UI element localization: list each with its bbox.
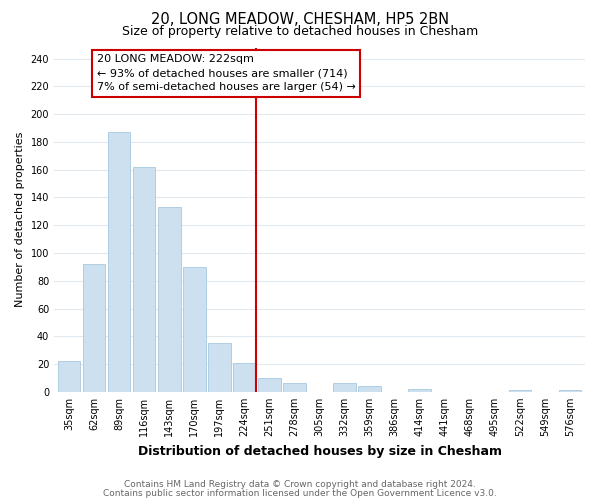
- X-axis label: Distribution of detached houses by size in Chesham: Distribution of detached houses by size …: [137, 444, 502, 458]
- Y-axis label: Number of detached properties: Number of detached properties: [15, 132, 25, 308]
- Text: 20 LONG MEADOW: 222sqm
← 93% of detached houses are smaller (714)
7% of semi-det: 20 LONG MEADOW: 222sqm ← 93% of detached…: [97, 54, 355, 92]
- Bar: [409, 389, 431, 392]
- Bar: [233, 362, 256, 392]
- Bar: [108, 132, 130, 392]
- Bar: [258, 378, 281, 392]
- Text: Size of property relative to detached houses in Chesham: Size of property relative to detached ho…: [122, 25, 478, 38]
- Bar: [83, 264, 106, 392]
- Bar: [158, 207, 181, 392]
- Bar: [183, 267, 206, 392]
- Bar: [58, 362, 80, 392]
- Bar: [509, 390, 531, 392]
- Text: 20, LONG MEADOW, CHESHAM, HP5 2BN: 20, LONG MEADOW, CHESHAM, HP5 2BN: [151, 12, 449, 28]
- Bar: [358, 386, 381, 392]
- Bar: [283, 384, 306, 392]
- Text: Contains public sector information licensed under the Open Government Licence v3: Contains public sector information licen…: [103, 489, 497, 498]
- Bar: [133, 167, 155, 392]
- Bar: [208, 343, 230, 392]
- Text: Contains HM Land Registry data © Crown copyright and database right 2024.: Contains HM Land Registry data © Crown c…: [124, 480, 476, 489]
- Bar: [559, 390, 581, 392]
- Bar: [333, 384, 356, 392]
